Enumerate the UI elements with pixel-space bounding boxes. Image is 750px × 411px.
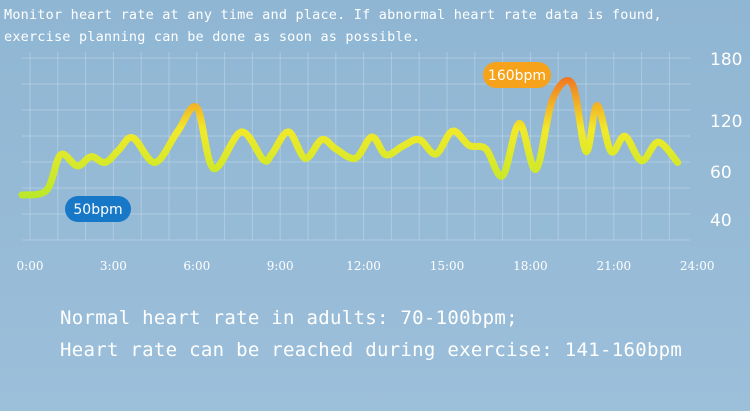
heart-rate-line	[18, 77, 682, 199]
badge-low: 50bpm	[65, 196, 131, 222]
y-tick-label: 180	[710, 50, 742, 70]
x-tick-label: 3:00	[100, 259, 127, 273]
badge-background	[483, 62, 551, 88]
annotations: 50bpm 160bpm	[65, 62, 551, 222]
x-tick-label: 18:00	[513, 259, 548, 273]
normal-rate-note: Normal heart rate in adults: 70-100bpm;	[60, 307, 518, 329]
y-tick-label: 120	[710, 112, 742, 132]
x-axis: 0:00 3:00 6:00 9:00 12:00 15:00 18:00 21:00 24:0…	[17, 259, 715, 273]
badge-background	[65, 196, 131, 222]
x-tick-label: 15:00	[430, 259, 465, 273]
y-tick-label: 40	[710, 211, 732, 231]
y-axis: 40 60 120 180	[710, 50, 742, 231]
x-tick-label: 12:00	[346, 259, 381, 273]
x-tick-label: 24:00	[680, 259, 715, 273]
x-tick-label: 21:00	[597, 259, 632, 273]
badge-label: 160bpm	[488, 68, 546, 84]
x-tick-label: 0:00	[17, 259, 44, 273]
y-tick-label: 60	[710, 163, 732, 183]
badge-label: 50bpm	[73, 202, 122, 218]
badge-high: 160bpm	[483, 62, 551, 88]
x-tick-label: 9:00	[267, 259, 294, 273]
exercise-rate-note: Heart rate can be reached during exercis…	[60, 339, 683, 361]
caption-text: Monitor heart rate at any time and place…	[4, 7, 662, 45]
x-tick-label: 6:00	[183, 259, 210, 273]
